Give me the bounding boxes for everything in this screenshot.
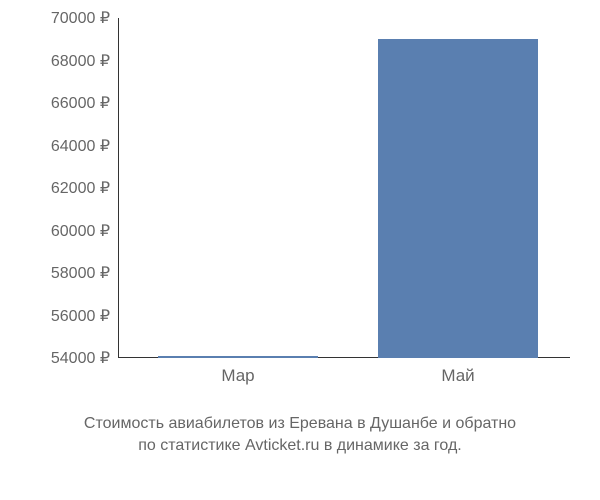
y-axis: 54000 ₽ 56000 ₽ 58000 ₽ 60000 ₽ 62000 ₽ 64000… [30,18,118,398]
chart-container: 54000 ₽ 56000 ₽ 58000 ₽ 60000 ₽ 62000 ₽ 64000… [30,18,570,398]
plot-area [118,18,570,358]
x-tick-label: Мар [221,366,254,386]
chart-caption: Стоимость авиабилетов из Еревана в Душан… [0,413,600,456]
y-tick-label: 56000 ₽ [51,306,110,326]
caption-line-2: по статистике Avticket.ru в динамике за … [138,437,462,454]
x-axis-labels: Мар Май [118,366,570,396]
y-tick-label: 62000 ₽ [51,178,110,198]
bar [378,39,538,358]
y-tick-label: 70000 ₽ [51,8,110,28]
y-tick-label: 66000 ₽ [51,93,110,113]
x-tick-label: Май [441,366,474,386]
y-tick-label: 60000 ₽ [51,221,110,241]
y-tick-label: 68000 ₽ [51,51,110,71]
y-tick-label: 64000 ₽ [51,136,110,156]
y-tick-label: 58000 ₽ [51,263,110,283]
caption-line-1: Стоимость авиабилетов из Еревана в Душан… [84,415,516,432]
y-tick-label: 54000 ₽ [51,348,110,368]
y-axis-line [118,18,119,358]
bar [158,356,318,358]
